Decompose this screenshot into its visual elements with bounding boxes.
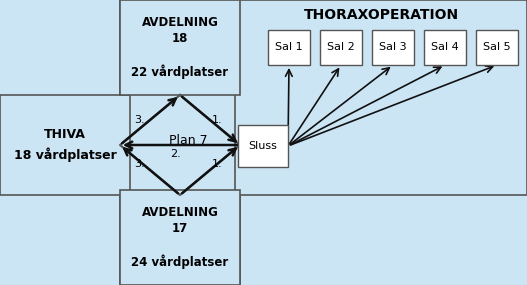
Text: 3.: 3. bbox=[134, 159, 144, 169]
FancyBboxPatch shape bbox=[0, 95, 130, 195]
FancyBboxPatch shape bbox=[424, 30, 466, 65]
Text: Sluss: Sluss bbox=[249, 141, 277, 151]
Text: Sal 3: Sal 3 bbox=[379, 42, 407, 52]
Text: Plan 7: Plan 7 bbox=[169, 133, 207, 146]
Text: Sal 2: Sal 2 bbox=[327, 42, 355, 52]
FancyBboxPatch shape bbox=[268, 30, 310, 65]
FancyBboxPatch shape bbox=[372, 30, 414, 65]
Text: THORAXOPERATION: THORAXOPERATION bbox=[304, 8, 458, 22]
FancyBboxPatch shape bbox=[120, 190, 240, 285]
Text: Sal 1: Sal 1 bbox=[275, 42, 303, 52]
FancyBboxPatch shape bbox=[120, 0, 240, 95]
Text: 3.: 3. bbox=[134, 115, 144, 125]
Text: THIVA
18 vårdplatser: THIVA 18 vårdplatser bbox=[14, 128, 116, 162]
FancyBboxPatch shape bbox=[476, 30, 518, 65]
Text: Sal 5: Sal 5 bbox=[483, 42, 511, 52]
FancyBboxPatch shape bbox=[238, 125, 288, 167]
Text: AVDELNING
17

24 vårdplatser: AVDELNING 17 24 vårdplatser bbox=[131, 206, 229, 269]
FancyBboxPatch shape bbox=[120, 0, 240, 285]
Text: Sal 4: Sal 4 bbox=[431, 42, 459, 52]
Text: 1.: 1. bbox=[212, 159, 222, 169]
FancyBboxPatch shape bbox=[235, 0, 527, 195]
Text: AVDELNING
18

22 vårdplatser: AVDELNING 18 22 vårdplatser bbox=[131, 16, 229, 79]
Text: 1.: 1. bbox=[212, 115, 222, 125]
FancyBboxPatch shape bbox=[320, 30, 362, 65]
Text: 2.: 2. bbox=[170, 149, 181, 159]
